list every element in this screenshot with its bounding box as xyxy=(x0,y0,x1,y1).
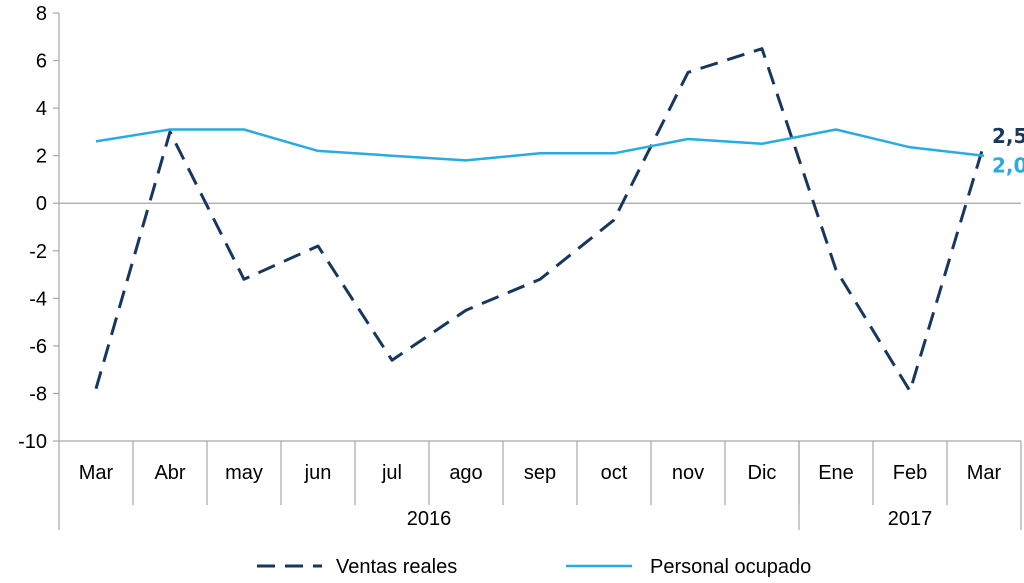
y-tick-label: -2 xyxy=(29,241,47,263)
x-tick-label: Mar xyxy=(967,462,1002,484)
legend-label-ventas-reales: Ventas reales xyxy=(336,556,457,578)
y-tick-label: -4 xyxy=(29,288,47,310)
y-axis-tick-labels: 8 6 4 2 0 -2 -4 -6 -8 -10 xyxy=(18,3,47,453)
x-tick-label: Mar xyxy=(79,462,114,484)
y-tick-label: 2 xyxy=(36,146,47,168)
x-tick-label: Feb xyxy=(893,462,927,484)
x-axis-year-labels: 2016 2017 xyxy=(407,508,933,530)
x-tick-label: Abr xyxy=(154,462,185,484)
year-label: 2017 xyxy=(888,508,933,530)
x-tick-label: jul xyxy=(381,462,402,484)
year-label: 2016 xyxy=(407,508,452,530)
series-lines xyxy=(94,47,986,393)
axes xyxy=(53,12,1022,530)
end-label-personal-ocupado: 2,0 xyxy=(992,154,1024,178)
y-tick-label: -8 xyxy=(29,383,47,405)
legend: Ventas reales Personal ocupado xyxy=(257,556,811,578)
x-tick-label: may xyxy=(225,462,263,484)
x-tick-label: nov xyxy=(672,462,704,484)
y-tick-label: 0 xyxy=(36,193,47,215)
x-tick-label: ago xyxy=(449,462,482,484)
y-tick-label: -10 xyxy=(18,431,47,453)
y-tick-label: 8 xyxy=(36,3,47,25)
x-tick-label: Ene xyxy=(818,462,854,484)
y-tick-label: 4 xyxy=(36,98,47,120)
x-tick-label: jun xyxy=(304,462,332,484)
x-tick-label: oct xyxy=(601,462,628,484)
y-tick-label: -6 xyxy=(29,336,47,358)
series-end-labels: 2,52,0 xyxy=(992,124,1024,178)
y-tick-label: 6 xyxy=(36,51,47,73)
end-label-ventas-reales: 2,5 xyxy=(992,124,1024,148)
x-tick-label: Dic xyxy=(748,462,777,484)
legend-label-personal-ocupado: Personal ocupado xyxy=(650,556,811,578)
series-line-personal-ocupado xyxy=(95,128,985,162)
x-tick-label: sep xyxy=(524,462,556,484)
x-axis-category-labels: Mar Abr may jun jul ago sep oct nov Dic Ene Feb Mar xyxy=(79,462,1002,484)
series-line-ventas-reales xyxy=(94,47,986,393)
